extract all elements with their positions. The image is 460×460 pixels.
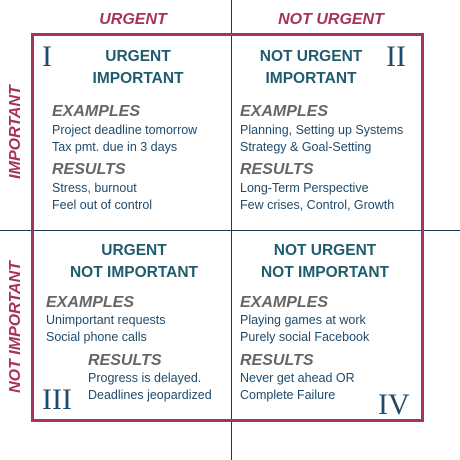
column-label-not-urgent: NOT URGENT xyxy=(278,11,384,28)
quadrant-1-roman: I xyxy=(42,40,52,73)
quadrant-2-roman: II xyxy=(386,40,406,73)
quadrant-1-examples-label: EXAMPLES xyxy=(52,103,141,120)
quadrant-3-title-line-2: NOT IMPORTANT xyxy=(69,264,199,281)
row-label-not-important: NOT IMPORTANT xyxy=(7,261,24,393)
matrix-frame xyxy=(31,33,424,422)
quadrant-2-example-1: Planning, Setting up Systems xyxy=(240,123,404,137)
quadrant-2-title: NOT URGENT IMPORTANT xyxy=(260,46,362,90)
quadrant-2-results: Long-Term Perspective Few crises, Contro… xyxy=(240,180,394,214)
quadrant-3-title-line-1: URGENT xyxy=(101,242,167,259)
quadrant-2-example-2: Strategy & Goal-Setting xyxy=(240,140,372,154)
quadrant-1-title: URGENT IMPORTANT xyxy=(93,46,184,90)
quadrant-3-result-2: Deadlines jeopardized xyxy=(88,388,212,402)
quadrant-4-example-1: Playing games at work xyxy=(240,313,366,327)
quadrant-3-examples-label: EXAMPLES xyxy=(46,294,135,311)
quadrant-2-result-1: Long-Term Perspective xyxy=(240,181,369,195)
quadrant-1-title-line-1: URGENT xyxy=(105,48,171,65)
quadrant-1-results: Stress, burnout Feel out of control xyxy=(52,180,152,214)
quadrant-2-results-label: RESULTS xyxy=(240,161,314,178)
quadrant-4-roman: IV xyxy=(378,388,410,421)
quadrant-3-results-label: RESULTS xyxy=(88,352,162,369)
quadrant-2-examples: Planning, Setting up Systems Strategy & … xyxy=(240,122,403,156)
quadrant-1-result-2: Feel out of control xyxy=(52,198,153,212)
quadrant-3-roman: III xyxy=(42,383,72,416)
quadrant-4-results: Never get ahead OR Complete Failure xyxy=(240,370,355,404)
quadrant-1-example-2: Tax pmt. due in 3 days xyxy=(52,140,178,154)
quadrant-3-result-1: Progress is delayed. xyxy=(88,371,202,385)
quadrant-2-examples-label: EXAMPLES xyxy=(240,103,329,120)
quadrant-4-result-1: Never get ahead OR xyxy=(240,371,355,385)
quadrant-4-examples-label: EXAMPLES xyxy=(240,294,329,311)
quadrant-2-title-line-1: NOT URGENT xyxy=(259,48,363,65)
quadrant-3-example-1: Unimportant requests xyxy=(46,313,166,327)
quadrant-1-results-label: RESULTS xyxy=(52,161,126,178)
quadrant-2-result-2: Few crises, Control, Growth xyxy=(240,198,395,212)
quadrant-4-title: NOT URGENT NOT IMPORTANT xyxy=(261,240,389,284)
quadrant-1-result-1: Stress, burnout xyxy=(52,181,137,195)
quadrant-3-example-2: Social phone calls xyxy=(46,330,147,344)
quadrant-1-title-line-2: IMPORTANT xyxy=(92,70,184,87)
quadrant-4-results-label: RESULTS xyxy=(240,352,314,369)
quadrant-3-results: Progress is delayed. Deadlines jeopardiz… xyxy=(88,370,212,404)
column-label-urgent: URGENT xyxy=(99,11,167,28)
horizontal-axis-line xyxy=(0,230,460,231)
quadrant-1-examples: Project deadline tomorrow Tax pmt. due i… xyxy=(52,122,197,156)
quadrant-2-title-line-2: IMPORTANT xyxy=(265,70,357,87)
quadrant-3-title: URGENT NOT IMPORTANT xyxy=(70,240,198,284)
row-label-important: IMPORTANT xyxy=(7,85,24,179)
quadrant-1-example-1: Project deadline tomorrow xyxy=(52,123,198,137)
quadrant-3-examples: Unimportant requests Social phone calls xyxy=(46,312,166,346)
quadrant-4-examples: Playing games at work Purely social Face… xyxy=(240,312,369,346)
quadrant-4-result-2: Complete Failure xyxy=(240,388,336,402)
quadrant-4-title-line-2: NOT IMPORTANT xyxy=(260,264,390,281)
quadrant-4-title-line-1: NOT URGENT xyxy=(273,242,377,259)
quadrant-4-example-2: Purely social Facebook xyxy=(240,330,370,344)
vertical-axis-line xyxy=(231,0,232,460)
